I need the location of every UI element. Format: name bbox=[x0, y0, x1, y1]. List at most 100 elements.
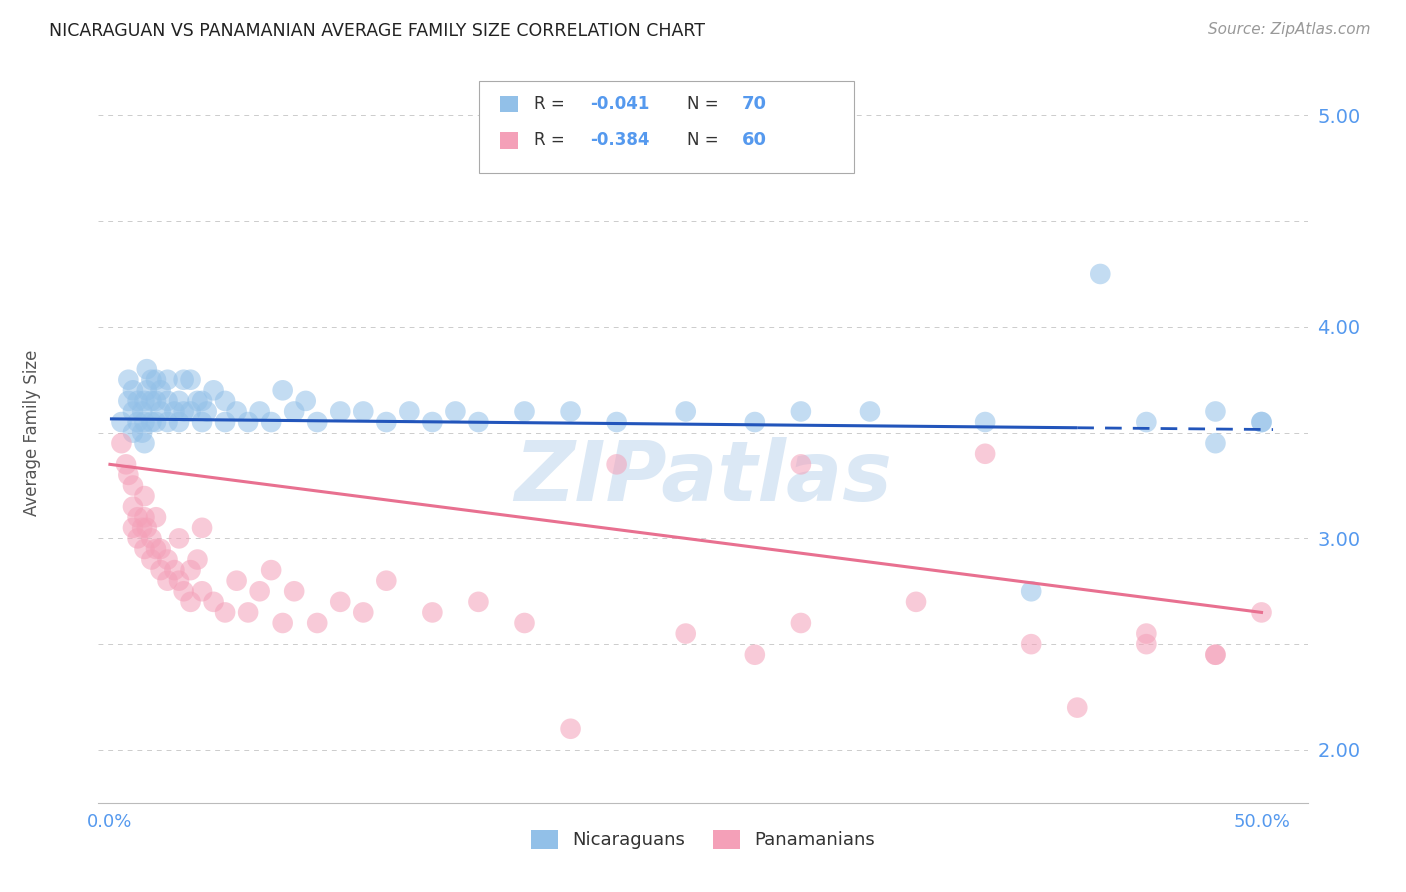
Point bbox=[249, 404, 271, 418]
Point bbox=[271, 384, 294, 398]
Point bbox=[145, 393, 167, 408]
Point bbox=[180, 595, 202, 609]
Point bbox=[127, 393, 149, 408]
Point bbox=[214, 415, 236, 429]
Point bbox=[214, 393, 236, 408]
Point bbox=[180, 404, 202, 418]
Point bbox=[352, 606, 374, 620]
Point bbox=[307, 615, 329, 630]
Point bbox=[149, 563, 172, 577]
Point bbox=[134, 489, 156, 503]
Point bbox=[145, 541, 167, 556]
Point bbox=[329, 404, 352, 418]
Point bbox=[186, 393, 208, 408]
Point bbox=[422, 415, 444, 429]
Point bbox=[167, 532, 190, 546]
Bar bbox=[501, 95, 519, 112]
Point bbox=[790, 458, 813, 472]
Point bbox=[560, 722, 582, 736]
Point bbox=[1250, 415, 1272, 429]
Point bbox=[127, 532, 149, 546]
Point bbox=[156, 552, 179, 566]
Point bbox=[122, 404, 145, 418]
Point bbox=[122, 384, 145, 398]
Point bbox=[173, 584, 195, 599]
Point bbox=[195, 404, 218, 418]
Point bbox=[117, 373, 139, 387]
Point bbox=[744, 415, 766, 429]
Point bbox=[145, 510, 167, 524]
Point bbox=[141, 373, 163, 387]
Point bbox=[135, 362, 157, 376]
Point bbox=[141, 532, 163, 546]
Point bbox=[1135, 637, 1157, 651]
Point bbox=[1204, 648, 1226, 662]
Point bbox=[135, 384, 157, 398]
Bar bbox=[501, 132, 519, 148]
Point bbox=[191, 584, 214, 599]
Point bbox=[560, 404, 582, 418]
Point bbox=[1250, 606, 1272, 620]
Point bbox=[122, 500, 145, 514]
Point bbox=[134, 510, 156, 524]
Point bbox=[1135, 415, 1157, 429]
Point bbox=[141, 393, 163, 408]
Point bbox=[606, 415, 628, 429]
Point bbox=[131, 425, 153, 440]
Point bbox=[1250, 415, 1272, 429]
Point bbox=[163, 404, 186, 418]
Point bbox=[115, 458, 138, 472]
Point bbox=[156, 415, 179, 429]
Point bbox=[131, 521, 153, 535]
Text: -0.384: -0.384 bbox=[591, 131, 650, 149]
Point bbox=[606, 458, 628, 472]
Point bbox=[110, 415, 132, 429]
Point bbox=[134, 436, 156, 450]
Point bbox=[141, 415, 163, 429]
Text: R =: R = bbox=[534, 131, 569, 149]
Point bbox=[145, 373, 167, 387]
Point bbox=[167, 574, 190, 588]
Point bbox=[1019, 584, 1042, 599]
Point bbox=[790, 615, 813, 630]
Text: Average Family Size: Average Family Size bbox=[22, 350, 41, 516]
Text: NICARAGUAN VS PANAMANIAN AVERAGE FAMILY SIZE CORRELATION CHART: NICARAGUAN VS PANAMANIAN AVERAGE FAMILY … bbox=[49, 22, 706, 40]
Point bbox=[191, 521, 214, 535]
Point bbox=[260, 563, 283, 577]
Point bbox=[117, 393, 139, 408]
Text: ZIPatlas: ZIPatlas bbox=[515, 436, 891, 517]
Point bbox=[249, 584, 271, 599]
Point bbox=[260, 415, 283, 429]
Point bbox=[1019, 637, 1042, 651]
Point bbox=[186, 552, 208, 566]
Text: N =: N = bbox=[688, 131, 724, 149]
Point bbox=[1066, 700, 1088, 714]
Text: 60: 60 bbox=[742, 131, 766, 149]
Point bbox=[307, 415, 329, 429]
Point bbox=[283, 584, 305, 599]
Point bbox=[675, 626, 697, 640]
Point bbox=[271, 615, 294, 630]
Point bbox=[744, 648, 766, 662]
Point bbox=[905, 595, 928, 609]
Point bbox=[422, 606, 444, 620]
Point bbox=[127, 415, 149, 429]
Point bbox=[352, 404, 374, 418]
Point bbox=[283, 404, 305, 418]
Point bbox=[180, 373, 202, 387]
Point bbox=[163, 563, 186, 577]
Text: -0.041: -0.041 bbox=[591, 95, 650, 112]
Point bbox=[329, 595, 352, 609]
Point bbox=[167, 393, 190, 408]
Point bbox=[225, 574, 247, 588]
Point bbox=[156, 574, 179, 588]
Point bbox=[191, 393, 214, 408]
Point bbox=[156, 373, 179, 387]
Text: 70: 70 bbox=[742, 95, 766, 112]
Point bbox=[294, 393, 316, 408]
Point bbox=[859, 404, 882, 418]
Point bbox=[173, 373, 195, 387]
Point bbox=[134, 393, 156, 408]
Point bbox=[1204, 648, 1226, 662]
Point bbox=[202, 384, 225, 398]
